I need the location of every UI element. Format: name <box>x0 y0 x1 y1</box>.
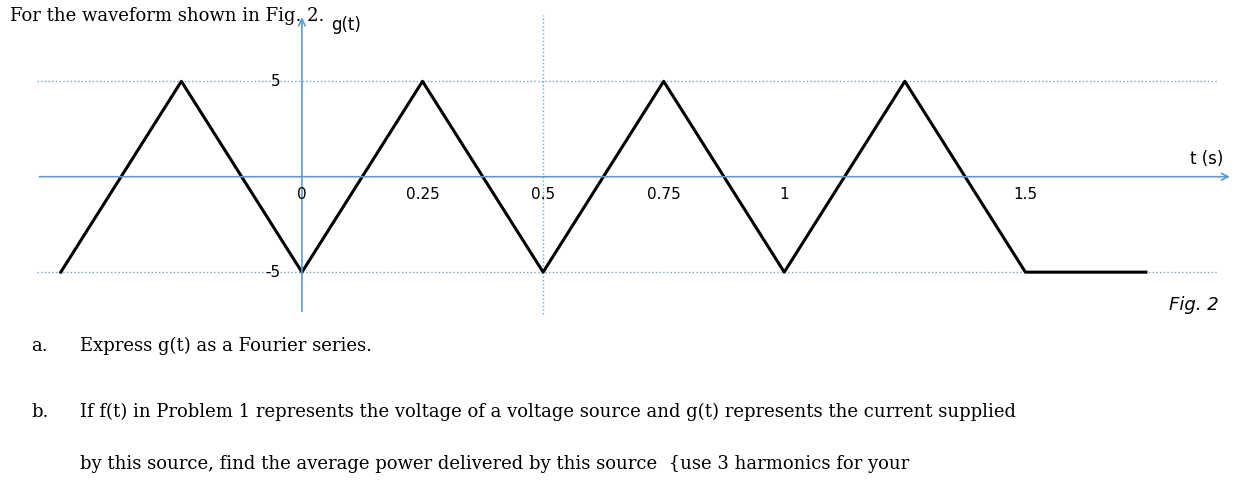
Text: If f(t) in Problem 1 represents the voltage of a voltage source and g(t) represe: If f(t) in Problem 1 represents the volt… <box>80 403 1017 421</box>
Text: Express g(t) as a Fourier series.: Express g(t) as a Fourier series. <box>80 337 373 356</box>
Text: 0.5: 0.5 <box>531 187 555 202</box>
Text: 1: 1 <box>779 187 789 202</box>
Text: g(t): g(t) <box>331 16 360 34</box>
Text: b.: b. <box>31 403 49 421</box>
Text: 0: 0 <box>297 187 306 202</box>
Text: by this source, find the average power delivered by this source  {use 3 harmonic: by this source, find the average power d… <box>80 455 910 473</box>
Text: Fig. 2: Fig. 2 <box>1168 296 1219 314</box>
Text: t (s): t (s) <box>1190 150 1224 168</box>
Text: a.: a. <box>31 337 48 355</box>
Text: For the waveform shown in Fig. 2.: For the waveform shown in Fig. 2. <box>10 7 324 25</box>
Text: 0.25: 0.25 <box>405 187 439 202</box>
Text: -5: -5 <box>265 264 280 280</box>
Text: 1.5: 1.5 <box>1013 187 1038 202</box>
Text: 5: 5 <box>271 74 280 89</box>
Text: 0.75: 0.75 <box>646 187 680 202</box>
